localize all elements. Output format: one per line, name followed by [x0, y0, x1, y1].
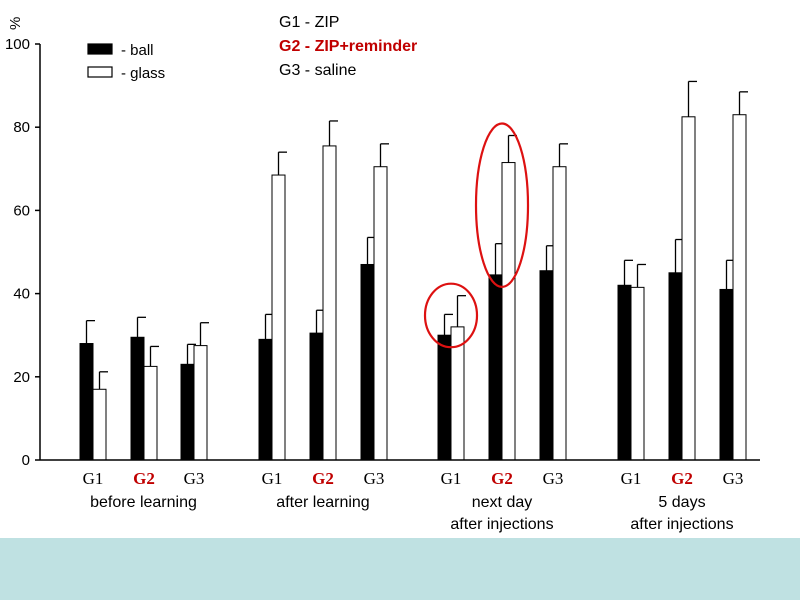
ball-bar: [437, 334, 452, 461]
group-tick-label: G2: [491, 469, 513, 488]
phase-label: before learning: [90, 494, 197, 511]
group-legend-label: G2 - ZIP+reminder: [279, 38, 417, 55]
glass-bar: [732, 114, 747, 461]
group-legend: G1 - ZIP G2 - ZIP+reminder G3 - saline: [279, 14, 417, 79]
y-axis: 0 20 40 60 80 100: [5, 36, 41, 469]
highlight-ellipses: [423, 122, 530, 349]
legend-swatch: [87, 66, 113, 78]
highlight-ellipse: [423, 282, 479, 349]
legend-label: - glass: [121, 65, 165, 82]
group-tick-label: G3: [723, 469, 744, 488]
y-axis-unit-label: %: [7, 17, 24, 30]
group-tick-label: G2: [133, 469, 155, 488]
group-tick-label: G1: [441, 469, 462, 488]
x-axis-labels: G1 G2 G3 before learning G1 G2 G3 after learnin…: [83, 469, 744, 533]
ball-bar: [539, 270, 554, 461]
glass-bar: [681, 116, 696, 461]
glass-bar: [322, 145, 337, 461]
y-tick-label: 100: [5, 36, 30, 53]
group-tick-label: G1: [621, 469, 642, 488]
ball-bar: [668, 272, 683, 461]
y-tick-label: 20: [13, 369, 30, 386]
y-tick-label: 0: [22, 452, 30, 469]
group-tick-label: G1: [262, 469, 283, 488]
glass-bar: [501, 162, 516, 461]
ball-bar: [79, 343, 94, 461]
glass-bar: [630, 286, 645, 461]
glass-bar: [373, 166, 388, 461]
y-tick-label: 60: [13, 202, 30, 219]
phase-label: after learning: [276, 494, 369, 511]
bars-layer: [40, 80, 760, 461]
group-legend-label: G3 - saline: [279, 62, 356, 79]
y-tick-label: 40: [13, 286, 30, 303]
ball-bar: [360, 263, 375, 461]
ball-bar: [180, 363, 195, 461]
glass-bar: [92, 388, 107, 461]
ball-bar: [617, 284, 632, 461]
group-tick-label: G2: [671, 469, 693, 488]
group-tick-label: G3: [364, 469, 385, 488]
legend-label: - ball: [121, 42, 154, 59]
y-tick-label: 80: [13, 119, 30, 136]
phase-label: 5 days: [658, 494, 705, 511]
legend: - ball - glass: [87, 42, 165, 82]
ball-bar: [488, 274, 503, 461]
highlight-ellipse: [474, 122, 530, 288]
group-tick-label: G1: [83, 469, 104, 488]
group-tick-label: G2: [312, 469, 334, 488]
group-legend-label: G1 - ZIP: [279, 14, 339, 31]
legend-swatch: [87, 43, 113, 55]
phase-label: next day: [472, 494, 532, 511]
ball-bar: [309, 332, 324, 461]
ball-bar: [258, 338, 273, 461]
ball-bar: [719, 288, 734, 461]
phase-label: after injections: [450, 516, 553, 533]
bar-chart: 0 20 40 60 80 100 % - ball - glass G1 - ZIP G2 …: [5, 14, 760, 533]
glass-bar: [552, 166, 567, 461]
ball-bar: [130, 336, 145, 461]
group-tick-label: G3: [543, 469, 564, 488]
glass-bar: [271, 174, 286, 461]
phase-label: after injections: [630, 516, 733, 533]
glass-bar: [193, 345, 208, 461]
footer-band: [0, 538, 800, 600]
glass-bar: [143, 365, 158, 461]
group-tick-label: G3: [184, 469, 205, 488]
